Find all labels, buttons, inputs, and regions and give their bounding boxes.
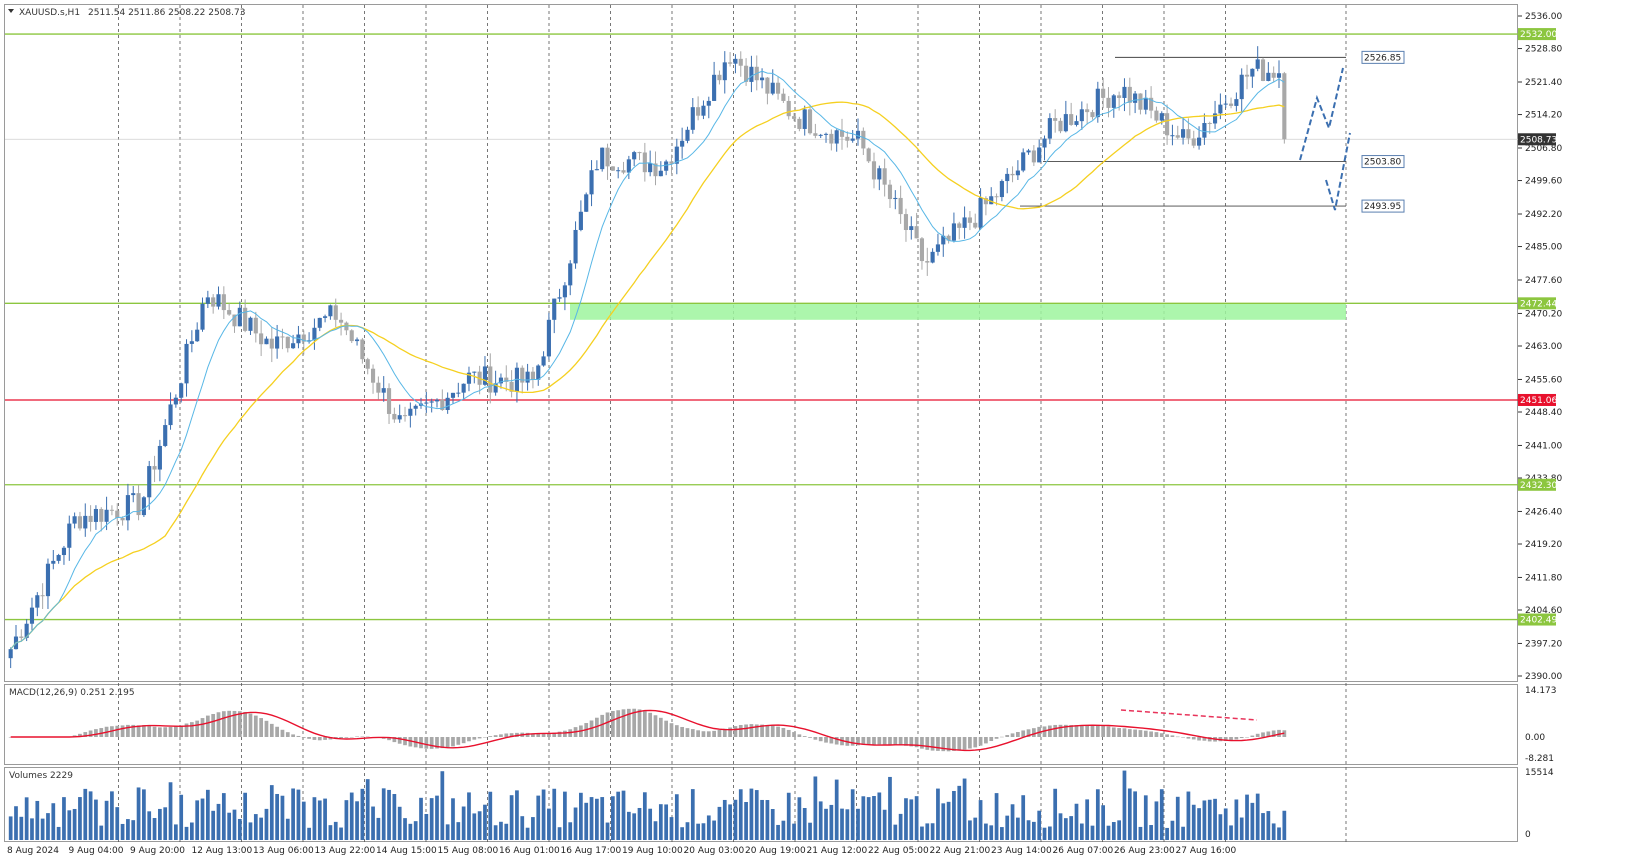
time-label: 15 Aug 08:00 xyxy=(438,846,499,856)
volume-tick: 0 xyxy=(1525,830,1531,840)
moving-average-fast xyxy=(10,70,1285,650)
price-tick: 2390.00 xyxy=(1525,672,1562,682)
price-tick: 2514.20 xyxy=(1525,111,1562,121)
time-label: 14 Aug 15:00 xyxy=(376,846,437,856)
price-tick: 2528.80 xyxy=(1525,45,1562,55)
price-tick: 2411.80 xyxy=(1525,573,1562,583)
time-label: 8 Aug 2024 xyxy=(7,846,59,856)
time-label: 20 Aug 19:00 xyxy=(745,846,806,856)
macd-title: MACD(12,26,9) 0.251 2.195 xyxy=(9,688,135,698)
macd-tick: -8.281 xyxy=(1525,754,1554,764)
time-label: 13 Aug 06:00 xyxy=(253,846,314,856)
volume-bars xyxy=(8,770,1287,840)
time-label: 26 Aug 07:00 xyxy=(1053,846,1114,856)
level-label: 2532.00 xyxy=(1520,30,1557,40)
level-label: 2402.49 xyxy=(1520,616,1557,626)
ohlc-readout: 2511.54 2511.86 2508.22 2508.73 xyxy=(88,8,245,18)
support-zone xyxy=(570,303,1346,320)
time-label: 21 Aug 12:00 xyxy=(807,846,868,856)
moving-average-slow xyxy=(10,101,1285,650)
time-label: 23 Aug 14:00 xyxy=(991,846,1052,856)
time-label: 19 Aug 10:00 xyxy=(622,846,683,856)
price-tick: 2397.20 xyxy=(1525,639,1562,649)
range-label: 2493.95 xyxy=(1364,202,1401,212)
price-tick: 2477.60 xyxy=(1525,276,1562,286)
range-label: 2503.80 xyxy=(1364,158,1401,168)
time-label: 26 Aug 23:00 xyxy=(1114,846,1175,856)
time-label: 16 Aug 17:00 xyxy=(561,846,622,856)
time-label: 27 Aug 16:00 xyxy=(1176,846,1237,856)
price-tick: 2506.80 xyxy=(1525,144,1562,154)
price-tick: 2499.60 xyxy=(1525,177,1562,187)
volume-pane-border xyxy=(4,767,1518,842)
forecast-arrows xyxy=(1299,67,1351,211)
vertical-grid xyxy=(118,5,1347,842)
price-tick: 2485.00 xyxy=(1525,243,1562,253)
macd-divergence-line xyxy=(1120,709,1258,721)
price-tick: 2455.60 xyxy=(1525,375,1562,385)
range-lines: 2526.85 2503.80 2493.95 xyxy=(1020,50,1405,213)
volume-tick: 15514 xyxy=(1525,768,1554,778)
time-label: 22 Aug 05:00 xyxy=(868,846,929,856)
macd-signal-line xyxy=(10,709,1285,752)
range-label: 2526.85 xyxy=(1364,53,1401,63)
macd-pane-border xyxy=(4,684,1518,765)
horizontal-levels xyxy=(5,33,1518,621)
main-pane-border xyxy=(4,4,1518,682)
time-label: 12 Aug 13:00 xyxy=(192,846,253,856)
current-price-label: 2508.73 xyxy=(1520,135,1557,145)
time-label: 13 Aug 22:00 xyxy=(315,846,376,856)
collapse-triangle-icon[interactable] xyxy=(8,9,14,13)
price-tick: 2521.40 xyxy=(1525,78,1562,88)
macd-tick: 0.00 xyxy=(1525,733,1545,743)
price-tick: 2463.00 xyxy=(1525,342,1562,352)
level-label: 2472.44 xyxy=(1520,299,1557,309)
price-tick: 2536.00 xyxy=(1525,12,1562,22)
price-tick: 2492.20 xyxy=(1525,210,1562,220)
volume-title: Volumes 2229 xyxy=(9,771,73,781)
time-label: 20 Aug 03:00 xyxy=(684,846,745,856)
level-label: 2432.30 xyxy=(1520,481,1557,491)
price-tick: 2441.00 xyxy=(1525,441,1562,451)
time-label: 16 Aug 01:00 xyxy=(499,846,560,856)
time-label: 9 Aug 04:00 xyxy=(69,846,124,856)
macd-histogram xyxy=(8,708,1287,752)
symbol-title: XAUUSD.s,H1 xyxy=(19,8,80,18)
level-label: 2451.06 xyxy=(1520,396,1557,406)
price-tick: 2404.60 xyxy=(1525,606,1562,616)
price-tick: 2419.20 xyxy=(1525,540,1562,550)
price-tick: 2470.20 xyxy=(1525,309,1562,319)
level-labels: 2532.00 2472.44 2451.06 2432.30 2402.49 2508.… xyxy=(1518,28,1557,626)
price-tick: 2426.40 xyxy=(1525,507,1562,517)
macd-tick: 14.173 xyxy=(1525,686,1557,696)
time-label: 9 Aug 20:00 xyxy=(130,846,185,856)
price-tick: 2448.40 xyxy=(1525,408,1562,418)
time-label: 22 Aug 21:00 xyxy=(930,846,991,856)
time-axis: 8 Aug 2024 9 Aug 04:00 9 Aug 20:00 12 Aug 1… xyxy=(7,846,1236,856)
